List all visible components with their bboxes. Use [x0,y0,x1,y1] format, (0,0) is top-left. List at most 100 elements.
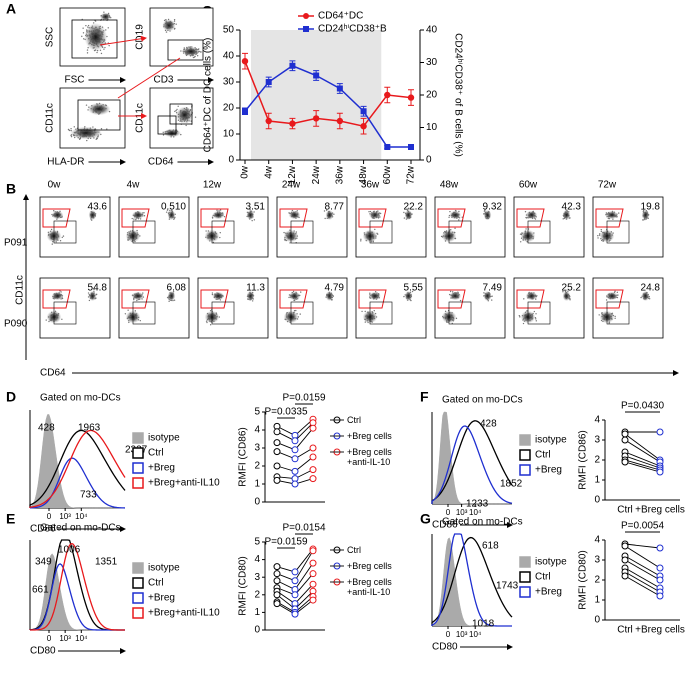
pair-line [624,451,661,467]
point [273,570,281,578]
flow-dot [289,242,291,244]
histogram-curve [431,411,512,505]
flow-dot [53,210,55,212]
x-axis-label: CD3 [153,75,173,86]
flow-dot [95,138,97,141]
histogram-curve [29,429,126,508]
point [309,444,317,452]
p-value: P=0.0335 [264,407,308,418]
legend-label: isotype [535,557,567,568]
flow-dot [518,314,521,317]
gate [279,289,308,309]
point [273,600,281,608]
y-tick-label: 1 [594,475,600,486]
y-tick-label: 50 [223,25,235,36]
point [309,559,317,567]
legend-marker [303,13,309,19]
gate [437,208,466,228]
flow-density [449,210,462,220]
point [291,467,299,475]
column-label: 72w [598,180,617,191]
gate [132,301,156,325]
histogram-curve [431,425,513,504]
flow-dot [62,235,65,237]
flow-dot [131,217,133,220]
x-tick-label: 0 [47,512,52,521]
flow-dot [100,128,103,130]
gate-value: 4.79 [325,283,345,294]
y-axis-label: CD11c [45,103,56,133]
flow-dot [166,209,169,211]
x-tick-label: 0 [446,508,451,517]
point [273,462,281,470]
flow-dot [211,292,214,294]
flow-dot [175,109,177,112]
gate [77,99,121,131]
legend-label: +Breg [148,593,175,604]
mfi-label: 1351 [95,557,118,568]
flow-density [483,290,492,302]
pair-line [624,575,661,597]
mfi-label: 733 [80,490,97,501]
flow-dot [162,134,165,136]
x-axis-label: CD64 [40,368,66,379]
flow-dot [96,137,98,139]
x-tick-label: +Breg cells [635,625,685,636]
flow-dot [454,227,456,230]
flow-dot [88,299,91,302]
flow-density [163,128,181,138]
gate-value: 0.510 [161,202,186,213]
flow-density [182,46,200,57]
flow-dot [299,313,301,315]
gate-value: 25.2 [562,283,582,294]
legend-label: +Breg cells [347,561,392,571]
y-tick-label: 1 [594,595,600,606]
gate [595,208,624,228]
flow-dot [61,318,63,320]
legend-box: +Breg cells +anti-IL-10 [347,447,392,467]
histogram-curve [29,563,125,631]
flow-dot [176,108,178,111]
column-label: 4w [127,180,141,191]
flow-dot [165,211,168,213]
legend-swatch [519,449,531,461]
flow-dot [173,19,176,21]
flow-density [606,210,618,220]
point [656,576,664,584]
y-tick-label: 3 [594,435,600,446]
y-tick-label: 30 [223,77,235,88]
y-tick-label: 3 [254,443,260,454]
flow-dot [616,291,619,294]
legend-box: Ctrl [347,545,361,555]
flow-dot [108,44,110,47]
flow-dot [219,236,221,239]
flow-density [369,210,381,220]
flow-dot [598,314,600,316]
marker [384,91,391,99]
y-tick-label: 0 [254,625,260,636]
flow-dot [86,49,89,51]
flow-dot [209,324,212,326]
flow-dot [81,35,83,38]
point [309,453,317,461]
gate-value: 5.55 [404,283,424,294]
flow-density [641,290,650,302]
x-tick-label: 36w [334,165,345,184]
point [621,556,629,564]
flow-dot [86,139,88,142]
flow-dot [127,309,129,311]
gate [211,301,235,325]
x-tick-label: 10³ [456,508,468,517]
y-tick-label: 2 [594,455,600,466]
point [656,592,664,600]
panel-label: A [6,1,16,17]
gate [527,301,551,325]
flow-density [175,106,194,124]
p-value: P=0.0159 [264,537,308,548]
flow-density [325,209,334,221]
column-label: 48w [440,180,459,191]
flow-dot [525,228,527,230]
flow-density [483,209,492,221]
y2-tick-label: 40 [426,25,438,36]
point [621,572,629,580]
